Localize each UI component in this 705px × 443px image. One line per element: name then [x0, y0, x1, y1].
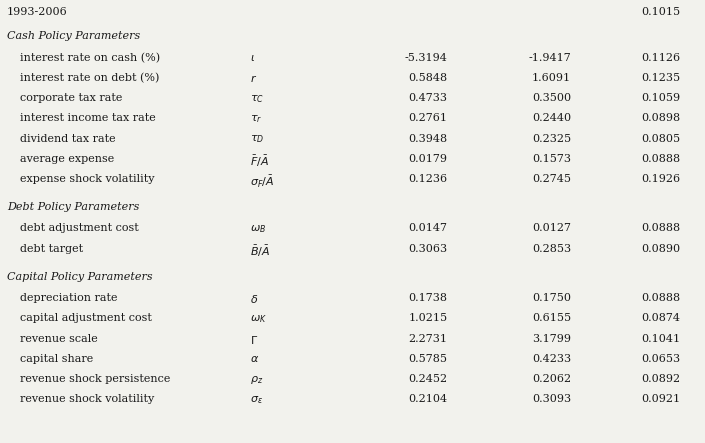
- Text: $\iota$: $\iota$: [250, 53, 255, 63]
- Text: debt target: debt target: [20, 244, 83, 254]
- Text: $\delta$: $\delta$: [250, 293, 259, 305]
- Text: average expense: average expense: [20, 154, 114, 164]
- Text: dividend tax rate: dividend tax rate: [20, 134, 116, 144]
- Text: debt adjustment cost: debt adjustment cost: [20, 223, 138, 233]
- Text: corporate tax rate: corporate tax rate: [20, 93, 122, 103]
- Text: $\tau_r$: $\tau_r$: [250, 113, 262, 125]
- Text: 0.3093: 0.3093: [532, 394, 571, 404]
- Text: 0.0127: 0.0127: [532, 223, 571, 233]
- Text: 0.0892: 0.0892: [642, 374, 680, 384]
- Text: 0.0890: 0.0890: [642, 244, 680, 254]
- Text: 1.6091: 1.6091: [532, 73, 571, 83]
- Text: 0.1059: 0.1059: [642, 93, 680, 103]
- Text: 0.6155: 0.6155: [532, 313, 571, 323]
- Text: 0.2745: 0.2745: [532, 174, 571, 184]
- Text: 0.0653: 0.0653: [642, 354, 680, 364]
- Text: 0.2440: 0.2440: [532, 113, 571, 124]
- Text: 0.2104: 0.2104: [409, 394, 448, 404]
- Text: revenue shock persistence: revenue shock persistence: [20, 374, 170, 384]
- Text: 0.1573: 0.1573: [532, 154, 571, 164]
- Text: $\omega_K$: $\omega_K$: [250, 313, 267, 325]
- Text: interest rate on debt (%): interest rate on debt (%): [20, 73, 159, 83]
- Text: expense shock volatility: expense shock volatility: [20, 174, 154, 184]
- Text: 0.0147: 0.0147: [409, 223, 448, 233]
- Text: $r$: $r$: [250, 73, 257, 84]
- Text: capital adjustment cost: capital adjustment cost: [20, 313, 152, 323]
- Text: 0.4233: 0.4233: [532, 354, 571, 364]
- Text: 0.5848: 0.5848: [409, 73, 448, 83]
- Text: 0.2325: 0.2325: [532, 134, 571, 144]
- Text: 2.2731: 2.2731: [409, 334, 448, 344]
- Text: $\tau_C$: $\tau_C$: [250, 93, 264, 105]
- Text: 0.0805: 0.0805: [642, 134, 680, 144]
- Text: revenue scale: revenue scale: [20, 334, 97, 344]
- Text: -1.9417: -1.9417: [528, 53, 571, 63]
- Text: -5.3194: -5.3194: [405, 53, 448, 63]
- Text: $\bar{F}/\bar{A}$: $\bar{F}/\bar{A}$: [250, 154, 269, 169]
- Text: $\sigma_\epsilon$: $\sigma_\epsilon$: [250, 394, 263, 406]
- Text: 0.0888: 0.0888: [642, 293, 680, 303]
- Text: 0.2452: 0.2452: [409, 374, 448, 384]
- Text: 0.1750: 0.1750: [532, 293, 571, 303]
- Text: Cash Policy Parameters: Cash Policy Parameters: [7, 31, 140, 42]
- Text: 0.0888: 0.0888: [642, 154, 680, 164]
- Text: 0.2853: 0.2853: [532, 244, 571, 254]
- Text: 0.0888: 0.0888: [642, 223, 680, 233]
- Text: 0.0898: 0.0898: [642, 113, 680, 124]
- Text: interest income tax rate: interest income tax rate: [20, 113, 156, 124]
- Text: 0.2761: 0.2761: [409, 113, 448, 124]
- Text: depreciation rate: depreciation rate: [20, 293, 117, 303]
- Text: 3.1799: 3.1799: [532, 334, 571, 344]
- Text: Capital Policy Parameters: Capital Policy Parameters: [7, 272, 153, 282]
- Text: 0.1236: 0.1236: [409, 174, 448, 184]
- Text: 0.3948: 0.3948: [409, 134, 448, 144]
- Text: Debt Policy Parameters: Debt Policy Parameters: [7, 202, 140, 212]
- Text: $\tau_D$: $\tau_D$: [250, 134, 264, 145]
- Text: $\rho_z$: $\rho_z$: [250, 374, 264, 386]
- Text: 0.1738: 0.1738: [409, 293, 448, 303]
- Text: $\sigma_F/\bar{A}$: $\sigma_F/\bar{A}$: [250, 174, 275, 190]
- Text: 0.1126: 0.1126: [642, 53, 680, 63]
- Text: 0.1235: 0.1235: [642, 73, 680, 83]
- Text: 0.1015: 0.1015: [642, 7, 680, 17]
- Text: 0.3500: 0.3500: [532, 93, 571, 103]
- Text: 0.4733: 0.4733: [409, 93, 448, 103]
- Text: $\omega_B$: $\omega_B$: [250, 223, 266, 235]
- Text: 0.0179: 0.0179: [409, 154, 448, 164]
- Text: 1993-2006: 1993-2006: [7, 7, 68, 17]
- Text: $\alpha$: $\alpha$: [250, 354, 259, 364]
- Text: $\Gamma$: $\Gamma$: [250, 334, 259, 346]
- Text: 0.1041: 0.1041: [642, 334, 680, 344]
- Text: 0.0921: 0.0921: [642, 394, 680, 404]
- Text: interest rate on cash (%): interest rate on cash (%): [20, 53, 160, 63]
- Text: 0.2062: 0.2062: [532, 374, 571, 384]
- Text: capital share: capital share: [20, 354, 93, 364]
- Text: 0.5785: 0.5785: [409, 354, 448, 364]
- Text: revenue shock volatility: revenue shock volatility: [20, 394, 154, 404]
- Text: 0.3063: 0.3063: [409, 244, 448, 254]
- Text: 0.1926: 0.1926: [642, 174, 680, 184]
- Text: 1.0215: 1.0215: [409, 313, 448, 323]
- Text: 0.0874: 0.0874: [642, 313, 680, 323]
- Text: $\bar{B}/\bar{A}$: $\bar{B}/\bar{A}$: [250, 244, 271, 259]
